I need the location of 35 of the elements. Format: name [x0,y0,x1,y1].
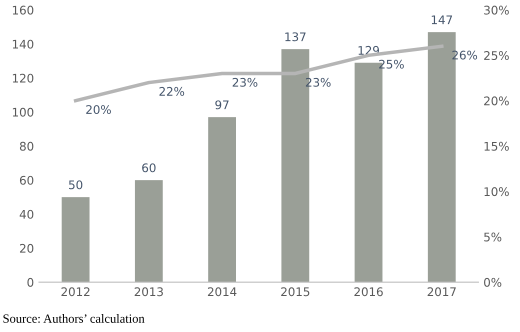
y2-tick-label: 0% [484,278,502,287]
data-label: 147 [432,15,452,24]
source-note: Source: Authors’ calculation [3,314,145,323]
y2-tick-label: 10% [484,187,509,196]
y-tick-label: 80 [20,142,34,151]
y2-tick-label: 5% [484,232,502,242]
y-tick-label: 100 [12,108,34,117]
y-tick-label: 160 [12,6,34,15]
y-tick-label: 20 [20,244,34,253]
data-label: 50 [69,180,82,190]
y-tick-label: 120 [12,74,34,83]
x-tick-label: 2015 [281,287,310,296]
bar [134,180,163,282]
y2-tick-label: 30% [484,6,509,15]
y-tick-label: 40 [20,210,34,219]
data-label: 22% [159,86,184,96]
bar [208,117,236,282]
y2-tick-label: 25% [484,51,509,60]
bar [62,197,90,282]
data-label: 97 [215,100,229,110]
y-tick-label: 140 [12,40,34,49]
data-label: 137 [285,32,306,42]
data-label: 20% [86,105,111,114]
x-tick-label: 2012 [61,287,90,296]
x-tick-label: 2013 [134,287,163,296]
y2-tick-label: 15% [484,142,509,151]
y-tick-label: 0 [27,278,34,287]
x-tick-label: 2016 [354,287,383,296]
data-label: 60 [142,163,156,172]
y2-tick-label: 20% [484,96,509,106]
y-tick-label: 60 [20,176,34,185]
data-label: 25% [379,60,404,69]
x-tick-label: 2014 [208,287,236,296]
data-label: 23% [232,78,258,87]
x-tick-label: 2017 [428,287,456,296]
